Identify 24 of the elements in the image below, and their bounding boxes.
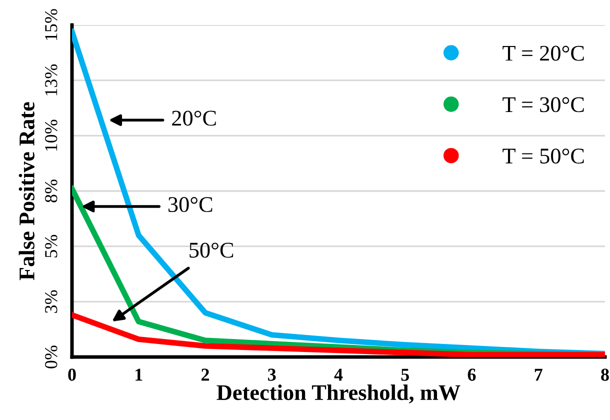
y-axis-title: False Positive Rate <box>18 102 34 280</box>
x-tick-label: 3 <box>268 368 276 381</box>
y-tick-label: 15% <box>45 9 58 40</box>
legend-label: T = 30°C <box>502 97 584 112</box>
annotation: 20°C <box>172 110 216 126</box>
x-tick-label: 0 <box>68 368 76 381</box>
x-tick-label: 5 <box>401 368 409 381</box>
y-tick-label: 8% <box>45 180 58 202</box>
x-tick-label: 8 <box>601 368 609 381</box>
x-tick-label: 7 <box>534 368 542 381</box>
annotation: 30°C <box>168 197 212 212</box>
y-tick-label: 3% <box>45 290 58 313</box>
y-tick-label: 10% <box>45 120 58 151</box>
legend-label: T = 20°C <box>502 46 584 61</box>
x-tick-label: 1 <box>136 368 142 381</box>
y-tick-label: 0% <box>45 346 58 368</box>
x-tick-label: 6 <box>468 368 476 381</box>
x-tick-label: 2 <box>201 368 209 381</box>
y-tick-label: 5% <box>45 234 58 258</box>
annotation: 50°C <box>190 242 234 258</box>
x-tick-label: 4 <box>334 368 343 381</box>
y-tick-label: 13% <box>45 64 58 96</box>
legend-label: T = 50°C <box>502 148 584 164</box>
x-axis-title: Detection Threshold, mW <box>216 384 460 404</box>
